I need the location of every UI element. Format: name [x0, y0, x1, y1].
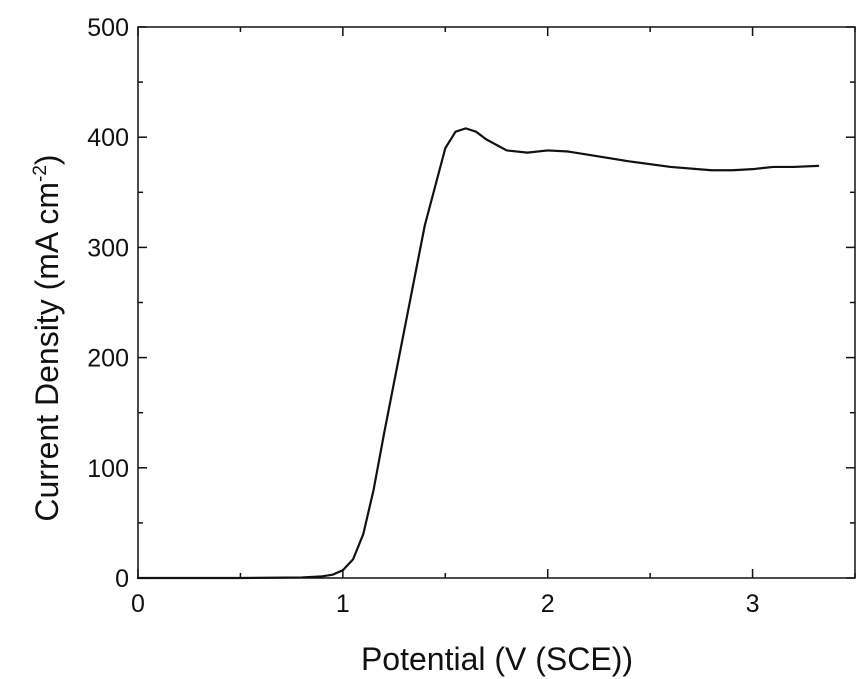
- y-axis-title: Current Density (mA cm-2): [29, 154, 65, 521]
- tick-labels: 0 1 2 3 0 100 200 300 400 500: [87, 14, 759, 618]
- y-axis-title-main: Current Density (mA cm: [29, 182, 65, 522]
- y-tick-label: 200: [87, 345, 129, 373]
- x-axis-title: Potential (V (SCE)): [361, 641, 633, 677]
- y-axis-title-close: ): [29, 154, 65, 165]
- y-tick-label: 300: [87, 234, 129, 262]
- plot-frame: [137, 26, 856, 579]
- plot-area: [136, 26, 856, 580]
- series-line-0: [136, 127, 820, 580]
- y-tick-label: 0: [115, 565, 129, 593]
- y-tick-label: 400: [87, 124, 129, 152]
- x-tick-label: 1: [336, 590, 350, 618]
- x-tick-label: 3: [746, 590, 760, 618]
- axis-ticks: [137, 26, 856, 579]
- y-tick-label: 100: [87, 455, 129, 483]
- y-axis-title-superscript: -2: [30, 165, 51, 182]
- y-tick-label: 500: [87, 14, 129, 42]
- x-tick-label: 2: [541, 590, 555, 618]
- x-tick-label: 0: [131, 590, 145, 618]
